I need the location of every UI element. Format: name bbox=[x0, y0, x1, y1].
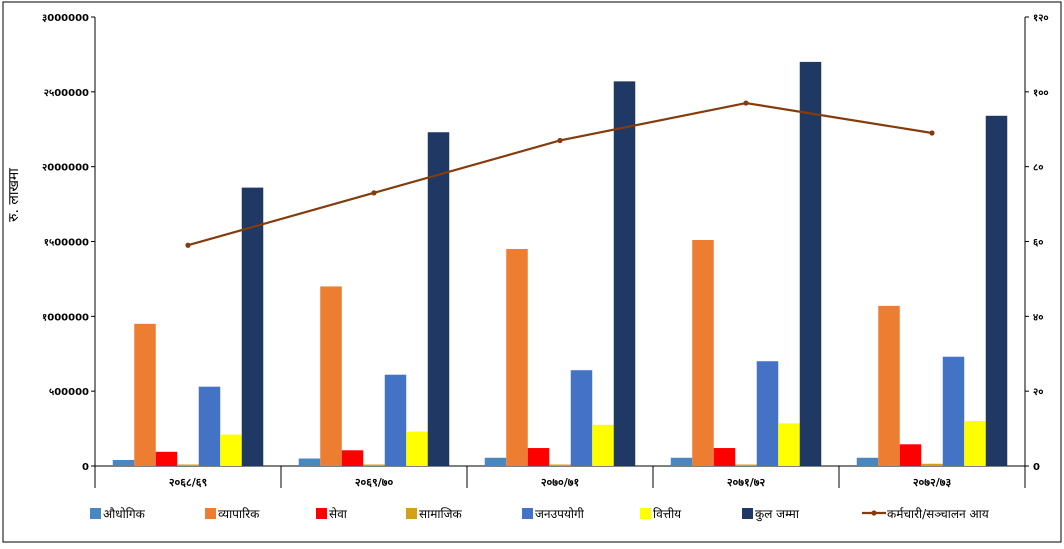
y2-tick-label: २० bbox=[1033, 387, 1043, 398]
x-category-label: २०७२/७३ bbox=[913, 476, 952, 489]
y-axis-title: रु. लाखमा bbox=[6, 168, 22, 222]
legend-swatch bbox=[90, 508, 101, 519]
legend-label: वित्तीय bbox=[653, 507, 682, 521]
bar bbox=[857, 458, 879, 466]
y2-tick-label: १२० bbox=[1033, 13, 1049, 24]
x-category-label: २०७०/७१ bbox=[541, 476, 579, 489]
legend-swatch bbox=[522, 508, 533, 519]
line-point bbox=[557, 138, 562, 143]
y-tick-label: ५00000 bbox=[49, 387, 89, 398]
legend-swatch bbox=[406, 508, 417, 519]
legend-label: कुल जम्मा bbox=[755, 507, 800, 522]
bar bbox=[692, 240, 714, 466]
bar bbox=[342, 450, 364, 466]
y-tick-label: २५00000 bbox=[44, 88, 89, 99]
x-category-label: २०६९/७० bbox=[355, 476, 394, 489]
bar bbox=[528, 448, 550, 466]
bar bbox=[506, 249, 528, 466]
y-tick-label: १000000 bbox=[42, 312, 89, 323]
bar bbox=[735, 465, 757, 466]
legend-label: कर्मचारी/सञ्चालन आय bbox=[887, 507, 990, 521]
legend-swatch bbox=[205, 508, 216, 519]
y2-tick-label: ६० bbox=[1033, 238, 1043, 249]
bar bbox=[614, 81, 636, 466]
bar bbox=[592, 425, 614, 466]
legend-line-marker bbox=[871, 510, 876, 515]
bar bbox=[199, 387, 221, 466]
y2-tick-label: ४० bbox=[1033, 312, 1043, 323]
y2-tick-label: 0 bbox=[1033, 462, 1040, 473]
y2-tick-label: ८० bbox=[1033, 163, 1043, 174]
bar bbox=[156, 452, 178, 466]
bar bbox=[134, 324, 156, 466]
legend-label: सामाजिक bbox=[419, 507, 463, 521]
line-point bbox=[743, 100, 748, 105]
bar bbox=[428, 132, 450, 466]
bar bbox=[299, 459, 321, 466]
bar bbox=[778, 423, 800, 466]
bar bbox=[363, 465, 385, 466]
legend-label: सेवा bbox=[329, 507, 348, 521]
bar bbox=[177, 465, 199, 466]
legend-swatch bbox=[640, 508, 651, 519]
legend-label: जनउपयोगी bbox=[535, 507, 585, 521]
bar bbox=[485, 458, 507, 466]
bar bbox=[800, 62, 822, 466]
bar bbox=[113, 460, 135, 466]
y-tick-label: १५00000 bbox=[44, 238, 89, 249]
line-point bbox=[929, 130, 934, 135]
bar bbox=[220, 435, 242, 466]
line-point bbox=[185, 243, 190, 248]
bar bbox=[549, 465, 571, 466]
line-point bbox=[371, 190, 376, 195]
y-tick-label: २000000 bbox=[42, 163, 89, 174]
x-category-label: २०६८/६९ bbox=[169, 476, 208, 489]
y-tick-label: 0 bbox=[82, 462, 89, 473]
legend-label: औधोगिक bbox=[103, 507, 146, 521]
y-tick-label: ३000000 bbox=[42, 13, 89, 24]
bar bbox=[921, 464, 943, 466]
bar bbox=[671, 458, 693, 466]
bar bbox=[757, 361, 779, 466]
bar bbox=[406, 432, 428, 466]
legend-swatch bbox=[742, 508, 753, 519]
bar bbox=[986, 116, 1008, 466]
bar bbox=[878, 306, 900, 466]
bar bbox=[385, 375, 407, 466]
legend-swatch bbox=[316, 508, 327, 519]
bar bbox=[571, 370, 593, 466]
bar bbox=[900, 444, 922, 466]
bar bbox=[320, 286, 342, 466]
legend-label: व्यापारिक bbox=[218, 507, 260, 521]
y-axis-title-group: रु. लाखमा bbox=[6, 168, 22, 222]
bar bbox=[943, 357, 965, 466]
y2-tick-label: १०० bbox=[1033, 88, 1049, 99]
bar bbox=[964, 421, 986, 466]
x-category-label: २०७१/७२ bbox=[727, 476, 766, 489]
bar bbox=[714, 448, 736, 466]
